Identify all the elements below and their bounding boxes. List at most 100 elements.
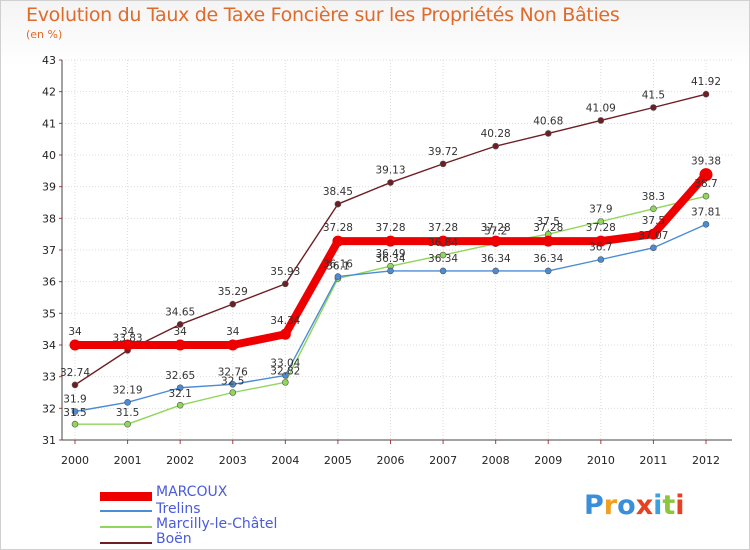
data-label-2-5: 36.1	[326, 261, 349, 273]
x-tick-label: 2005	[324, 454, 352, 467]
data-point-0-9	[542, 235, 554, 247]
legend-label-boen[interactable]: Boën	[156, 531, 192, 547]
data-label-2-3: 32.5	[221, 376, 244, 388]
data-point-3-3	[229, 300, 237, 308]
data-label-3-5: 38.45	[323, 186, 353, 198]
data-label-2-10: 37.9	[589, 204, 612, 216]
x-tick-label: 2010	[587, 454, 615, 467]
data-point-0-7	[437, 235, 449, 247]
data-point-1-11	[650, 244, 657, 252]
data-point-0-0	[69, 339, 81, 351]
data-label-3-7: 39.72	[428, 146, 458, 158]
data-label-1-6: 36.34	[375, 253, 405, 265]
data-label-0-12: 39.38	[691, 156, 721, 168]
data-label-0-9: 37.28	[533, 222, 563, 234]
data-point-2-11	[650, 205, 657, 213]
legend-label-trelins[interactable]: Trelins	[156, 501, 201, 517]
data-label-2-12: 38.7	[694, 178, 717, 190]
data-label-1-10: 36.7	[589, 242, 612, 254]
legend-swatch-trelins	[100, 510, 152, 512]
chart-title: Evolution du Taux de Taxe Foncière sur l…	[26, 4, 620, 26]
unit-label: (en %)	[26, 28, 63, 41]
data-point-2-0	[71, 420, 79, 428]
x-tick-label: 2001	[114, 454, 142, 467]
data-label-1-4: 33.04	[270, 357, 300, 369]
data-label-0-5: 37.28	[323, 222, 353, 234]
data-label-1-2: 32.65	[165, 370, 195, 382]
logo-letter: i	[653, 490, 663, 521]
data-label-2-4: 32.82	[270, 365, 300, 377]
data-point-1-0	[71, 408, 79, 415]
data-point-3-2	[176, 321, 184, 328]
data-point-1-9	[544, 267, 552, 275]
data-point-1-5	[334, 273, 342, 280]
data-point-2-1	[124, 420, 131, 428]
data-point-0-10	[595, 235, 607, 247]
data-label-1-0: 31.9	[63, 394, 86, 406]
data-label-2-2: 32.1	[168, 388, 191, 400]
data-label-1-11: 37.07	[638, 230, 668, 242]
data-label-2-7: 36.84	[428, 237, 458, 249]
data-label-1-3: 32.76	[218, 366, 248, 378]
data-label-2-9: 37.5	[537, 216, 560, 228]
data-point-2-7	[439, 251, 447, 259]
data-point-2-3	[229, 389, 237, 396]
data-point-0-4	[279, 328, 291, 340]
data-point-1-3	[229, 380, 237, 388]
data-point-3-8	[492, 142, 499, 150]
data-point-2-2	[176, 401, 184, 409]
data-label-1-9: 36.34	[533, 253, 563, 265]
data-label-1-1: 32.19	[113, 384, 143, 396]
data-point-3-6	[387, 179, 394, 186]
data-point-3-12	[702, 90, 710, 98]
data-point-0-1	[122, 339, 134, 351]
data-label-0-3: 34	[226, 326, 240, 338]
data-label-2-1: 31.5	[116, 407, 139, 419]
data-label-1-5: 36.16	[323, 259, 353, 271]
data-label-0-7: 37.28	[428, 222, 458, 234]
data-point-1-10	[597, 256, 605, 263]
data-point-3-5	[334, 200, 342, 208]
legend-label-marcoux[interactable]: MARCOUX	[156, 484, 228, 500]
data-point-1-2	[176, 384, 184, 392]
data-label-3-0: 32.74	[60, 367, 90, 379]
data-point-3-10	[597, 117, 605, 124]
x-tick-label: 2006	[377, 454, 405, 467]
y-tick-label: 38	[42, 212, 56, 225]
data-label-0-2: 34	[173, 326, 187, 338]
x-tick-label: 2003	[219, 454, 247, 467]
data-label-1-12: 37.81	[691, 206, 721, 218]
data-point-2-4	[282, 379, 289, 386]
legend-label-marcilly[interactable]: Marcilly-le-Châtel	[156, 516, 278, 532]
data-label-2-11: 38.3	[642, 191, 665, 203]
data-label-3-1: 33.83	[113, 332, 143, 344]
data-label-2-8: 37.2	[484, 226, 507, 238]
logo-letter: i	[675, 490, 685, 521]
x-tick-label: 2004	[271, 454, 299, 467]
data-label-1-7: 36.34	[428, 253, 458, 265]
logo-letter: t	[662, 490, 676, 521]
data-point-1-8	[492, 267, 499, 275]
y-tick-label: 37	[42, 244, 56, 257]
data-point-0-12	[699, 168, 713, 182]
data-point-0-6	[385, 235, 396, 247]
data-point-0-2	[174, 339, 186, 351]
x-tick-label: 2000	[61, 454, 89, 467]
data-point-0-8	[490, 235, 502, 247]
data-label-3-4: 35.93	[270, 266, 300, 278]
data-label-0-6: 37.28	[375, 222, 405, 234]
data-label-3-11: 41.5	[642, 90, 665, 102]
data-label-3-12: 41.92	[691, 76, 721, 88]
data-label-3-10: 41.09	[586, 102, 616, 114]
data-point-1-12	[702, 221, 710, 228]
data-label-2-0: 31.5	[63, 407, 86, 419]
legend-swatch-marcoux	[100, 492, 152, 501]
data-label-3-2: 34.65	[165, 306, 195, 318]
data-point-0-3	[227, 339, 239, 351]
data-point-0-11	[647, 228, 659, 240]
data-point-3-11	[650, 104, 657, 111]
x-tick-label: 2012	[692, 454, 720, 467]
y-tick-label: 36	[42, 276, 56, 289]
y-tick-label: 31	[42, 434, 56, 447]
